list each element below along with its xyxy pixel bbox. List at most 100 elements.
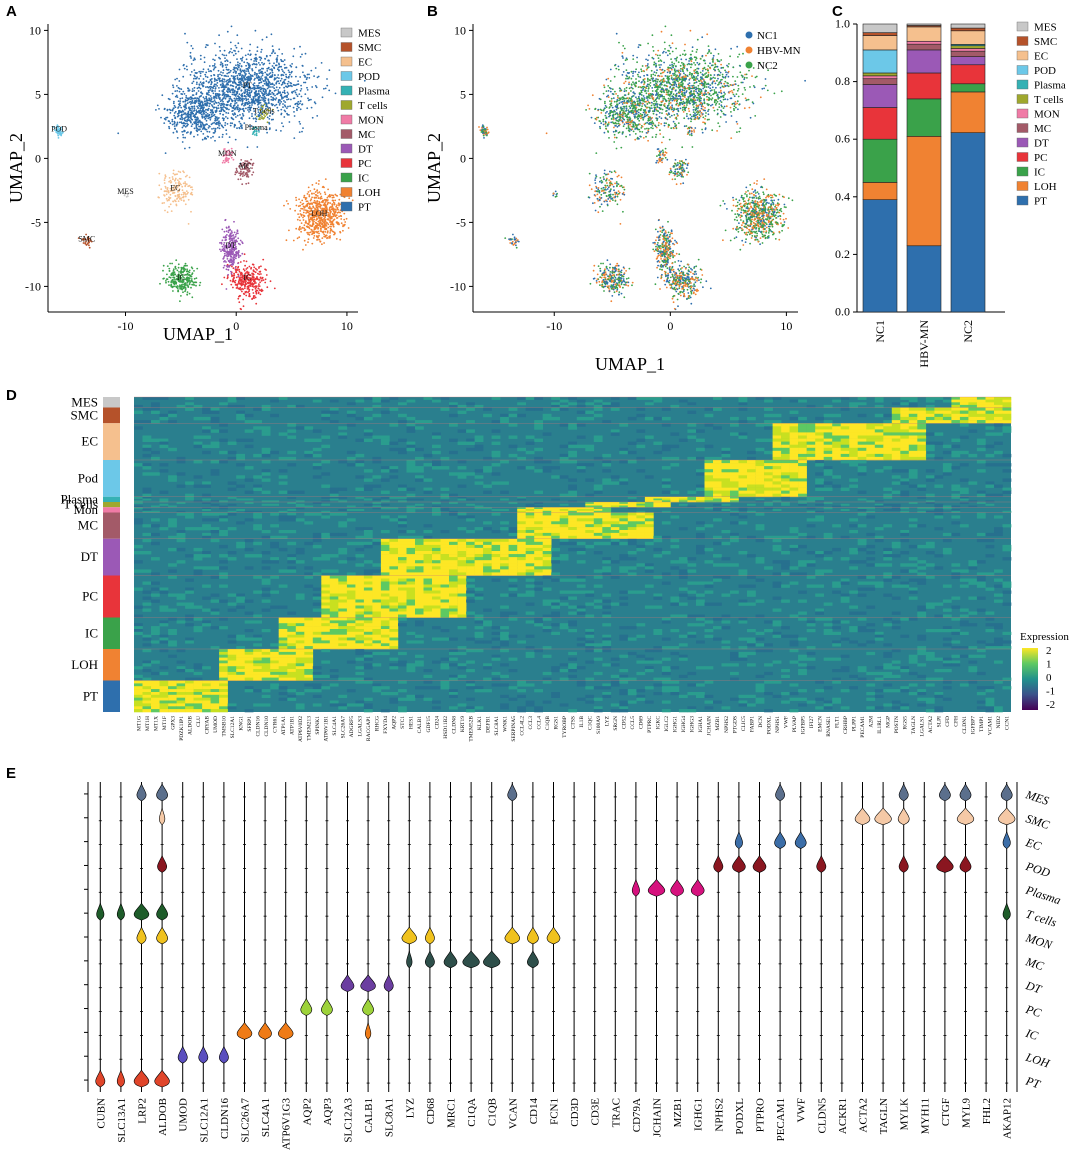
umap-a-point [190, 98, 192, 101]
umap-a-point [177, 107, 179, 109]
umap-a-point [318, 180, 320, 182]
umap-a-point [199, 128, 201, 131]
umap-a-point [196, 87, 199, 90]
umap-a-point [224, 124, 227, 127]
umap-a-point [186, 124, 189, 127]
umap-b-point [647, 42, 649, 45]
umap-a-point [294, 102, 297, 105]
umap-a-point [264, 76, 267, 79]
umap-a-point [210, 86, 213, 88]
umap-a-point [228, 266, 231, 268]
umap-b-point [709, 87, 712, 90]
umap-b-point [670, 58, 672, 60]
umap-a-point [220, 124, 223, 127]
umap-b-point [672, 109, 675, 112]
umap-a-legend-label: SMC [358, 42, 381, 54]
umap-a-point [205, 44, 208, 46]
umap-b-point [719, 86, 722, 89]
umap-a-point [180, 111, 183, 113]
umap-b-point [681, 103, 684, 106]
umap-a-point [237, 72, 240, 75]
umap-a-point [223, 161, 226, 164]
umap-a-point [210, 115, 213, 118]
umap-b-point [658, 80, 661, 83]
umap-b-point [780, 90, 783, 93]
umap-a-point [210, 109, 213, 111]
umap-a-point [216, 107, 218, 110]
umap-a-point [313, 226, 316, 229]
umap-a-point [191, 100, 194, 102]
umap-a-point [186, 99, 189, 102]
umap-b-point [652, 103, 655, 105]
umap-a-point [257, 292, 260, 295]
umap-a-point [242, 171, 245, 173]
umap-b-point [728, 63, 730, 65]
umap-a-point [223, 230, 226, 233]
umap-a-point [287, 76, 290, 79]
umap-a-point [253, 82, 256, 84]
umap-a-point [299, 123, 302, 125]
umap-b-point [695, 51, 698, 53]
umap-a-point [297, 103, 300, 106]
umap-a-point [263, 93, 266, 95]
umap-b-point [669, 85, 672, 88]
umap-a-point [184, 99, 187, 101]
umap-a-point [192, 59, 195, 62]
umap-a-y-title: UMAP_2 [6, 133, 26, 203]
umap-a-point [190, 57, 193, 59]
umap-b-point [685, 90, 688, 92]
umap-a-point [217, 107, 220, 109]
umap-a-point [182, 90, 185, 93]
umap-b-point [656, 88, 659, 91]
umap-a-point [203, 56, 206, 59]
umap-a-point [184, 112, 186, 114]
umap-b-point [659, 133, 662, 135]
umap-a-point [202, 70, 204, 73]
umap-a-point [179, 104, 182, 107]
umap-a-point [322, 201, 324, 204]
umap-a-point [168, 267, 171, 270]
umap-b-point [609, 80, 612, 82]
umap-a-point [249, 92, 251, 95]
umap-a-point [293, 115, 296, 117]
umap-a-point [186, 114, 189, 116]
umap-a-point [224, 122, 227, 124]
umap-a-point [209, 95, 212, 97]
umap-a-point [259, 56, 262, 59]
umap-a-point [173, 100, 175, 103]
umap-a-point [225, 230, 228, 233]
umap-a-point [239, 114, 241, 116]
umap-b-point [693, 90, 695, 92]
umap-a-point [278, 62, 280, 65]
umap-b-point [723, 91, 725, 94]
umap-b-point [632, 70, 635, 73]
umap-b-point [711, 81, 714, 84]
umap-b-point [671, 61, 673, 64]
umap-a-point [256, 50, 259, 52]
umap-b-point [684, 94, 686, 97]
umap-a-point [218, 79, 221, 81]
umap-b-point [685, 98, 688, 100]
umap-a-point [326, 78, 328, 80]
umap-a-point [225, 288, 228, 290]
umap-a-point [59, 133, 61, 136]
umap-a-point [237, 104, 239, 107]
umap-a-point [284, 92, 286, 95]
umap-a-point [329, 212, 331, 215]
umap-b-point [669, 67, 672, 69]
umap-b-point [660, 60, 663, 62]
umap-b-point [685, 75, 687, 77]
umap-a-point [173, 285, 176, 288]
umap-a-point [183, 200, 185, 202]
umap-a-point [244, 284, 246, 287]
umap-a-point [199, 54, 202, 57]
umap-a-point [326, 84, 329, 87]
umap-b-point [657, 92, 660, 94]
umap-b-point [704, 68, 707, 71]
umap-b-point [726, 64, 728, 67]
umap-a-point [212, 112, 215, 114]
umap-a-point [276, 60, 278, 62]
umap-b-point [689, 98, 692, 101]
umap-b-point [693, 82, 696, 84]
umap-a-point [245, 58, 248, 61]
